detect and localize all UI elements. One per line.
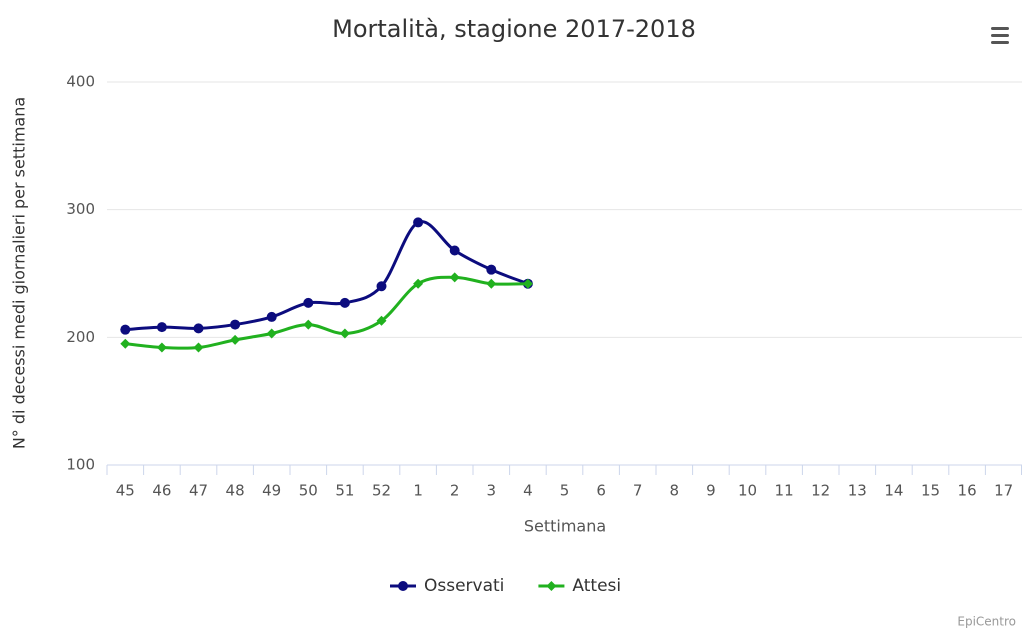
legend-label[interactable]: Attesi: [572, 576, 621, 596]
x-tick-label: 50: [299, 482, 318, 500]
point: [266, 311, 277, 322]
x-tick-label: 48: [226, 482, 245, 500]
x-tick-label: 13: [848, 482, 867, 500]
point: [486, 278, 497, 289]
x-tick-label: 1: [413, 482, 423, 500]
x-tick-label: 4: [523, 482, 533, 500]
y-tick-label: 300: [66, 200, 95, 218]
y-tick-label: 100: [66, 456, 95, 474]
x-tick-label: 5: [560, 482, 570, 500]
point: [120, 324, 131, 335]
x-tick-label: 16: [958, 482, 977, 500]
legend-label[interactable]: Osservati: [424, 576, 504, 596]
x-tick-label: 7: [633, 482, 643, 500]
x-tick-label: 45: [116, 482, 135, 500]
point: [413, 217, 424, 228]
x-tick-label: 6: [596, 482, 606, 500]
point: [120, 338, 131, 349]
legend-marker: [398, 581, 408, 591]
x-tick-label: 8: [670, 482, 680, 500]
y-tick-label: 200: [66, 328, 95, 346]
point: [303, 319, 314, 330]
menu-button[interactable]: [988, 25, 1012, 45]
x-tick-label: 51: [335, 482, 354, 500]
legend-marker: [546, 581, 557, 591]
x-tick-label: 12: [811, 482, 830, 500]
y-tick-label: 400: [66, 73, 95, 91]
y-axis-label: N° di decessi medi giornalieri per setti…: [10, 97, 29, 449]
x-tick-label: 14: [884, 482, 903, 500]
chart-title: Mortalità, stagione 2017-2018: [332, 15, 696, 43]
menu-bar: [991, 27, 1009, 30]
x-tick-label: 52: [372, 482, 391, 500]
x-tick-label: 9: [706, 482, 716, 500]
credit: EpiCentro: [957, 615, 1016, 629]
point: [339, 297, 350, 308]
menu-bar: [991, 41, 1009, 44]
point: [230, 319, 241, 330]
point: [193, 342, 204, 353]
point: [413, 278, 424, 289]
point: [339, 328, 350, 339]
x-tick-label: 2: [450, 482, 460, 500]
point: [522, 278, 533, 289]
x-axis-label: Settimana: [524, 517, 606, 536]
point: [376, 281, 387, 292]
x-tick-label: 49: [262, 482, 281, 500]
x-tick-label: 17: [994, 482, 1013, 500]
menu-bar: [991, 34, 1009, 37]
point: [449, 272, 460, 283]
point: [376, 315, 387, 326]
point: [449, 245, 460, 256]
point: [193, 323, 204, 334]
point: [230, 334, 241, 345]
x-tick-label: 15: [921, 482, 940, 500]
point: [486, 264, 497, 275]
point: [303, 297, 314, 308]
x-tick-label: 46: [152, 482, 171, 500]
point: [156, 322, 167, 333]
x-tick-label: 11: [775, 482, 794, 500]
point: [156, 342, 167, 353]
series-line: [125, 220, 529, 332]
x-tick-label: 3: [487, 482, 497, 500]
x-tick-label: 10: [738, 482, 757, 500]
point: [266, 328, 277, 339]
x-tick-label: 47: [189, 482, 208, 500]
